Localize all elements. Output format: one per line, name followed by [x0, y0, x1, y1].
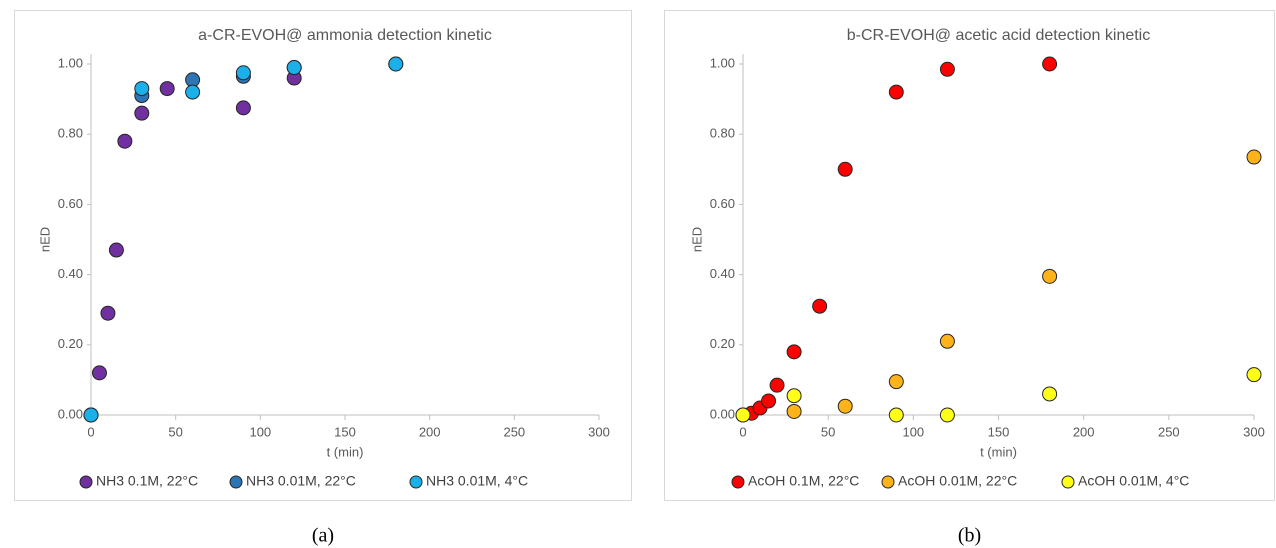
- point: [1246, 149, 1262, 165]
- y-tick-label: 1.00: [58, 55, 83, 70]
- y-axis-label: nED: [689, 227, 704, 252]
- x-tick-label: 150: [988, 424, 1010, 439]
- point: [235, 100, 251, 116]
- y-tick-label: 0.00: [710, 406, 735, 421]
- y-tick-label: 1.00: [710, 55, 735, 70]
- point: [159, 81, 175, 97]
- x-tick-label: 250: [1158, 424, 1180, 439]
- x-tick-label: 300: [588, 424, 610, 439]
- point: [1042, 386, 1058, 402]
- chart-frame: [14, 10, 632, 501]
- legend-marker: [1061, 475, 1075, 489]
- legend-marker: [229, 475, 243, 489]
- point: [286, 60, 302, 76]
- x-axis-label: t (min): [980, 444, 1017, 459]
- legend-marker: [881, 475, 895, 489]
- point: [185, 84, 201, 100]
- point: [100, 305, 116, 321]
- y-tick-label: 0.20: [58, 336, 83, 351]
- legend-label: NH3 0.01M, 4°C: [426, 473, 528, 489]
- point: [134, 81, 150, 97]
- point: [108, 242, 124, 258]
- legend-label: AcOH 0.01M, 22°C: [898, 473, 1017, 489]
- caption: (a): [312, 525, 334, 547]
- legend-label: NH3 0.01M, 22°C: [246, 473, 356, 489]
- point: [888, 84, 904, 100]
- point: [888, 407, 904, 423]
- point: [939, 333, 955, 349]
- point: [939, 61, 955, 77]
- x-axis-label: t (min): [327, 444, 364, 459]
- point: [786, 344, 802, 360]
- point: [812, 298, 828, 314]
- x-tick-label: 100: [902, 424, 924, 439]
- point: [1246, 367, 1262, 383]
- x-tick-label: 300: [1243, 424, 1265, 439]
- legend-label: NH3 0.1M, 22°C: [96, 473, 198, 489]
- x-tick-label: 250: [503, 424, 525, 439]
- legend-label: AcOH 0.01M, 4°C: [1078, 473, 1189, 489]
- y-tick-label: 0.40: [710, 266, 735, 281]
- y-tick-label: 0.80: [58, 126, 83, 141]
- caption: (b): [958, 525, 981, 547]
- y-tick-label: 0.40: [58, 266, 83, 281]
- point: [1042, 56, 1058, 72]
- point: [761, 393, 777, 409]
- legend-marker: [731, 475, 745, 489]
- point: [786, 388, 802, 404]
- y-tick-label: 0.80: [710, 126, 735, 141]
- x-tick-label: 100: [249, 424, 271, 439]
- point: [939, 407, 955, 423]
- point: [888, 374, 904, 390]
- point: [388, 56, 404, 72]
- x-tick-label: 150: [334, 424, 356, 439]
- point: [134, 105, 150, 121]
- point: [83, 407, 99, 423]
- point: [735, 407, 751, 423]
- x-tick-label: 50: [168, 424, 182, 439]
- point: [837, 161, 853, 177]
- y-tick-label: 0.00: [58, 406, 83, 421]
- x-tick-label: 50: [821, 424, 835, 439]
- chart-frame: [664, 10, 1275, 501]
- legend-marker: [409, 475, 423, 489]
- x-tick-label: 200: [1073, 424, 1095, 439]
- y-tick-label: 0.20: [710, 336, 735, 351]
- chart-title: b-CR-EVOH@ acetic acid detection kinetic: [847, 27, 1150, 44]
- y-tick-label: 0.60: [710, 196, 735, 211]
- point: [235, 65, 251, 81]
- x-tick-label: 0: [739, 424, 746, 439]
- y-tick-label: 0.60: [58, 196, 83, 211]
- y-axis-label: nED: [37, 227, 52, 252]
- point: [769, 377, 785, 393]
- point: [786, 403, 802, 419]
- x-tick-label: 200: [419, 424, 441, 439]
- legend-label: AcOH 0.1M, 22°C: [748, 473, 859, 489]
- legend-marker: [79, 475, 93, 489]
- x-tick-label: 0: [87, 424, 94, 439]
- chart-title: a-CR-EVOH@ ammonia detection kinetic: [198, 27, 492, 44]
- point: [91, 365, 107, 381]
- point: [117, 133, 133, 149]
- point: [837, 398, 853, 414]
- point: [1042, 268, 1058, 284]
